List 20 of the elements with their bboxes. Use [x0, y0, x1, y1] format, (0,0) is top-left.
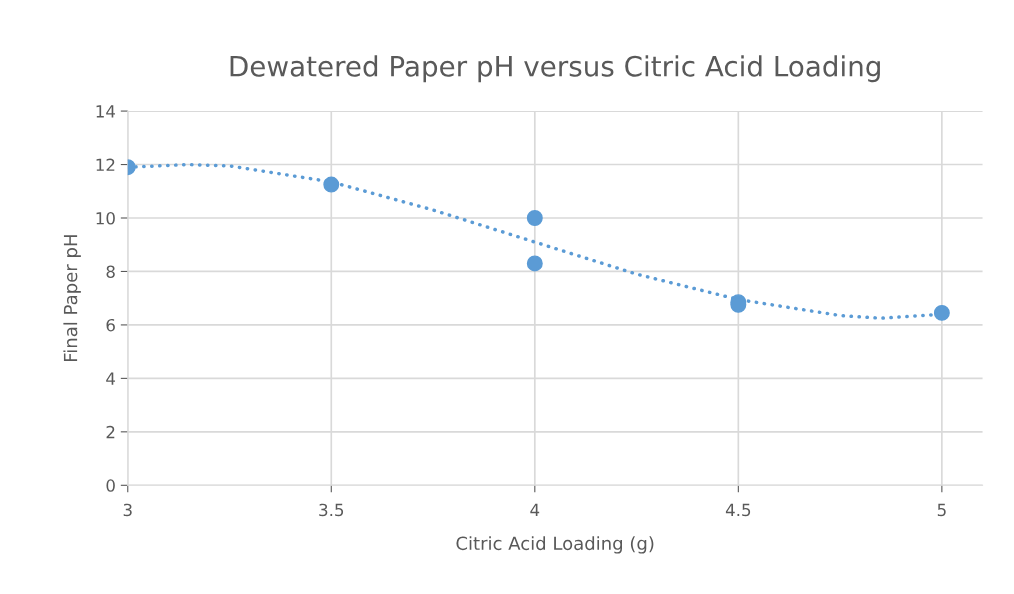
y-tick-label: 2	[106, 425, 115, 439]
y-tick-label: 0	[106, 479, 115, 492]
x-tick-label: 5	[937, 503, 946, 517]
x-tick-label: 4	[530, 503, 540, 517]
y-tick-label: 4	[106, 372, 116, 385]
x-axis-title: Citric Acid Loading (g)	[456, 536, 654, 554]
y-tick-label: 12	[96, 158, 115, 171]
y-tick-label: 14	[96, 105, 116, 118]
point	[526, 255, 543, 272]
x-tick-label: 4.5	[725, 503, 751, 517]
y-tick-label: 10	[96, 211, 115, 225]
y-tick-label: 6	[106, 318, 115, 332]
point	[526, 210, 543, 226]
point	[933, 304, 950, 321]
y-axis-title: Final Paper pH	[63, 235, 81, 362]
x-tick-label: 3.5	[319, 503, 344, 517]
y-tick-label: 8	[106, 265, 115, 279]
x-tick-label: 3	[123, 503, 132, 517]
chart-title: Dewatered Paper pH versus Citric Acid Loading	[230, 55, 880, 83]
point	[323, 176, 340, 193]
